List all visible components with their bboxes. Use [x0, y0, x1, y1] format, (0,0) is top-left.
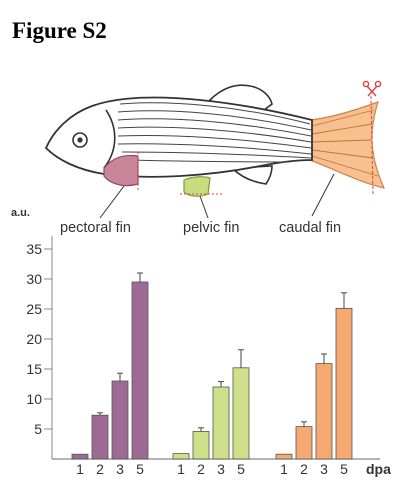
y-tick-label: 35	[26, 241, 42, 257]
fish-body	[44, 96, 313, 178]
x-tick-label: 2	[197, 461, 205, 477]
x-tick-label: 3	[217, 461, 225, 477]
x-tick-label: 5	[237, 461, 245, 477]
x-tick-label: 1	[76, 461, 84, 477]
y-tick-label: 20	[26, 331, 42, 347]
bar	[192, 430, 210, 460]
caudal-leader	[311, 173, 335, 217]
y-tick-label: 10	[26, 391, 42, 407]
bar-series	[275, 292, 353, 460]
pectoral-leader	[99, 185, 125, 219]
y-tick-label: 15	[26, 361, 42, 377]
anal-fin	[230, 165, 273, 185]
pelvic-fin-label: pelvic fin	[183, 220, 239, 236]
caudal-fin-rays	[311, 109, 379, 177]
caudal-fin-shape	[309, 101, 386, 189]
bar	[71, 453, 89, 460]
y-axis-ticks: 5 10 15 20 25 30 35	[26, 241, 52, 437]
pectoral-fin-label: pectoral fin	[60, 220, 131, 236]
bar	[131, 281, 149, 460]
y-tick-label: 5	[34, 421, 42, 437]
x-tick-label: 5	[340, 461, 348, 477]
pelvic-fin-shape	[183, 176, 211, 197]
x-tick-label: 5	[136, 461, 144, 477]
y-tick-label: 30	[26, 271, 42, 287]
x-tick-label: 1	[177, 461, 185, 477]
pelvic-leader	[199, 195, 209, 219]
x-tick-label: 3	[320, 461, 328, 477]
x-tick-label: 1	[280, 461, 288, 477]
bar	[212, 386, 230, 460]
bar	[335, 307, 353, 460]
y-axis-label: a.u.	[11, 207, 30, 219]
bar	[275, 453, 293, 460]
body-stripes	[117, 102, 312, 163]
gill-arc	[103, 109, 116, 169]
bar	[91, 414, 109, 460]
bar-series-group	[71, 272, 353, 460]
amputation-line	[370, 95, 374, 196]
bar	[295, 426, 313, 460]
bar-series	[172, 349, 250, 460]
caudal-fin-label: caudal fin	[279, 220, 341, 236]
bar	[111, 380, 129, 460]
bar	[172, 453, 190, 460]
x-tick-label: 2	[96, 461, 104, 477]
bar-series	[71, 272, 149, 460]
scissors-icon	[362, 80, 382, 97]
x-tick-label: 3	[116, 461, 124, 477]
fish-pupil	[77, 137, 83, 143]
y-tick-label: 25	[26, 301, 42, 317]
x-axis-label: dpa	[366, 461, 391, 477]
figure-title: Figure S2	[12, 18, 107, 43]
bar	[315, 363, 333, 460]
zebrafish-illustration	[44, 80, 386, 219]
bar	[232, 367, 250, 460]
x-tick-label: 2	[300, 461, 308, 477]
